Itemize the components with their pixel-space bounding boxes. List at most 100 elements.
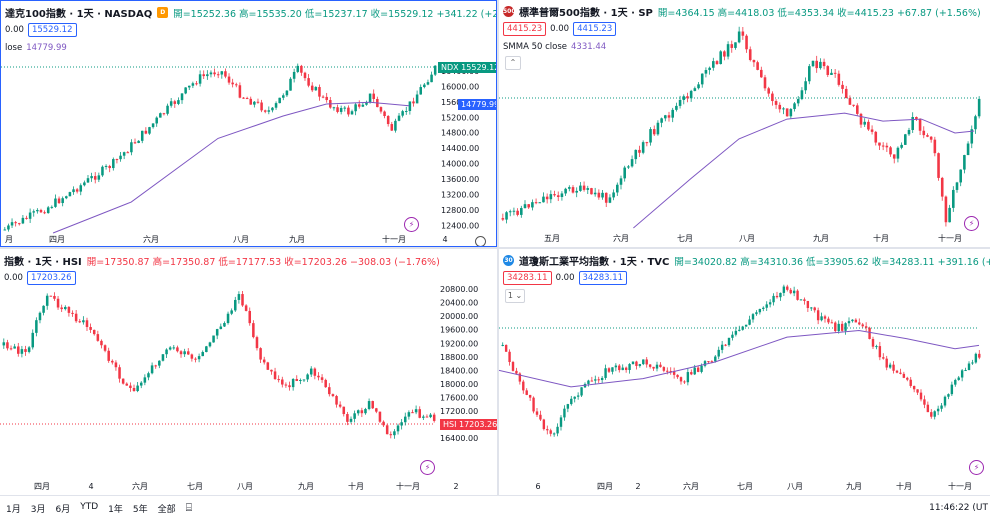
symbol-title[interactable]: 道瓊斯工業平均指數 · 1天 · TVC <box>519 257 670 268</box>
candle <box>967 361 971 371</box>
candle <box>407 410 411 420</box>
date-range-icon[interactable]: ⌸ <box>185 501 193 514</box>
candle <box>885 355 888 371</box>
candle <box>774 99 778 109</box>
candle <box>372 89 375 103</box>
candle <box>329 96 332 109</box>
candle <box>136 381 139 393</box>
candle <box>259 347 262 364</box>
candle <box>177 97 180 106</box>
candle <box>727 337 731 347</box>
symbol-title[interactable]: 達克100指數 · 1天 · NASDAQ <box>5 9 153 20</box>
candle <box>242 96 245 99</box>
range-button-6[interactable]: 全部 <box>157 504 176 515</box>
clock-time[interactable]: 11:46:22 (UT <box>929 503 988 513</box>
candle <box>38 311 42 324</box>
lightning-icon[interactable]: ⚡ <box>969 460 984 475</box>
candle <box>947 393 950 400</box>
candle <box>67 305 71 317</box>
candle <box>85 317 89 331</box>
candle <box>161 354 165 362</box>
chart-pane-dji[interactable]: 6 四月 2 六月 七月 八月 九月 十月 十一月 30 道瓊斯工業平均指數 · 1天 · TV… <box>499 249 990 495</box>
lightning-icon[interactable]: ⚡ <box>420 460 435 475</box>
lightning-icon[interactable]: ⚡ <box>964 216 979 231</box>
candle <box>224 68 227 79</box>
candle <box>112 157 115 171</box>
candle <box>816 307 820 325</box>
candle <box>121 378 125 385</box>
chart-pane-hsi[interactable]: 20800.00 20400.00 20000.00 19600.00 19200.00… <box>0 249 497 495</box>
candle <box>900 142 903 150</box>
symbol-title[interactable]: 指數 · 1天 · HSI <box>4 257 82 268</box>
candle <box>741 26 745 40</box>
horizontal-divider[interactable] <box>0 247 990 249</box>
price-badges: 34283.11 0.00 34283.11 <box>503 271 628 285</box>
candle <box>796 96 800 107</box>
candle <box>289 77 292 91</box>
range-button-2[interactable]: 6月 <box>55 504 71 515</box>
candle <box>840 321 844 333</box>
candle <box>255 335 259 351</box>
candle <box>309 366 313 377</box>
price-badge[interactable]: 17203.26 <box>26 271 76 285</box>
candle <box>841 81 844 94</box>
legend-spx: 500 標準普爾500指數 · 1天 · SP 開=4364.15 高=4418… <box>503 4 981 19</box>
candle <box>285 90 289 98</box>
x-axis-tick: 2 <box>453 482 458 491</box>
candle <box>655 361 659 372</box>
range-button-1[interactable]: 3月 <box>30 504 46 515</box>
symbol-title[interactable]: 標準普爾500指數 · 1天 · SP <box>519 8 653 19</box>
candle <box>147 371 150 381</box>
candle <box>423 83 426 89</box>
candle <box>56 296 60 310</box>
candle <box>245 96 249 100</box>
candle <box>623 165 626 182</box>
x-axis-tick: 六月 <box>132 481 148 491</box>
candle <box>888 362 892 369</box>
candle <box>17 342 20 357</box>
candle <box>628 363 631 374</box>
candle <box>50 205 54 209</box>
ask-badge[interactable]: 4415.23 <box>573 22 617 36</box>
candle <box>274 101 278 110</box>
bid-badge[interactable]: 4415.23 <box>503 22 547 36</box>
candle <box>31 329 35 350</box>
range-button-5[interactable]: 5年 <box>132 504 148 515</box>
range-button-0[interactable]: 1月 <box>6 504 21 515</box>
range-button-4[interactable]: 1年 <box>108 504 123 515</box>
ask-badge[interactable]: 34283.11 <box>578 271 628 285</box>
candle <box>184 87 187 95</box>
ma-legend: SMMA 50 close 4331.44 <box>503 42 606 52</box>
legend-ndx: 達克100指數 · 1天 · NASDAQ D 開=15252.36 高=155… <box>5 5 496 20</box>
candle <box>365 100 368 106</box>
range-button-3[interactable]: YTD <box>80 501 99 512</box>
lightning-icon[interactable]: ⚡ <box>404 217 419 232</box>
collapse-chevron-icon[interactable]: ⌃ <box>505 56 521 70</box>
candle <box>937 152 940 181</box>
candle <box>328 383 331 397</box>
chart-pane-spx[interactable]: 五月 六月 七月 八月 九月 十月 十一月 500 標準普爾500指數 · 1天 · SP … <box>499 0 990 247</box>
chart-pane-ndx[interactable]: 16400.0016000.0015600.0015200.0014800.00… <box>0 0 497 247</box>
candle <box>349 416 353 424</box>
candle <box>527 203 530 210</box>
collapse-indicators-button[interactable]: 1 ⌄ <box>505 289 525 303</box>
x-axis-tick: 十一月 <box>396 481 420 491</box>
candle <box>508 349 511 366</box>
candle <box>531 199 534 211</box>
candle <box>678 95 682 109</box>
candle <box>295 375 299 382</box>
candle <box>78 318 82 324</box>
candle <box>686 368 690 386</box>
candle <box>32 209 36 217</box>
candle <box>974 352 978 364</box>
y-axis-tick: 19600.00 <box>440 326 478 335</box>
candle <box>300 64 303 76</box>
bid-badge[interactable]: 34283.11 <box>503 271 552 285</box>
price-badge[interactable]: 15529.12 <box>27 23 77 37</box>
candle <box>758 308 762 315</box>
settings-circle-icon[interactable] <box>475 236 486 246</box>
candle <box>772 293 775 306</box>
candle <box>100 339 103 349</box>
candle <box>741 325 744 331</box>
candle <box>60 304 63 312</box>
